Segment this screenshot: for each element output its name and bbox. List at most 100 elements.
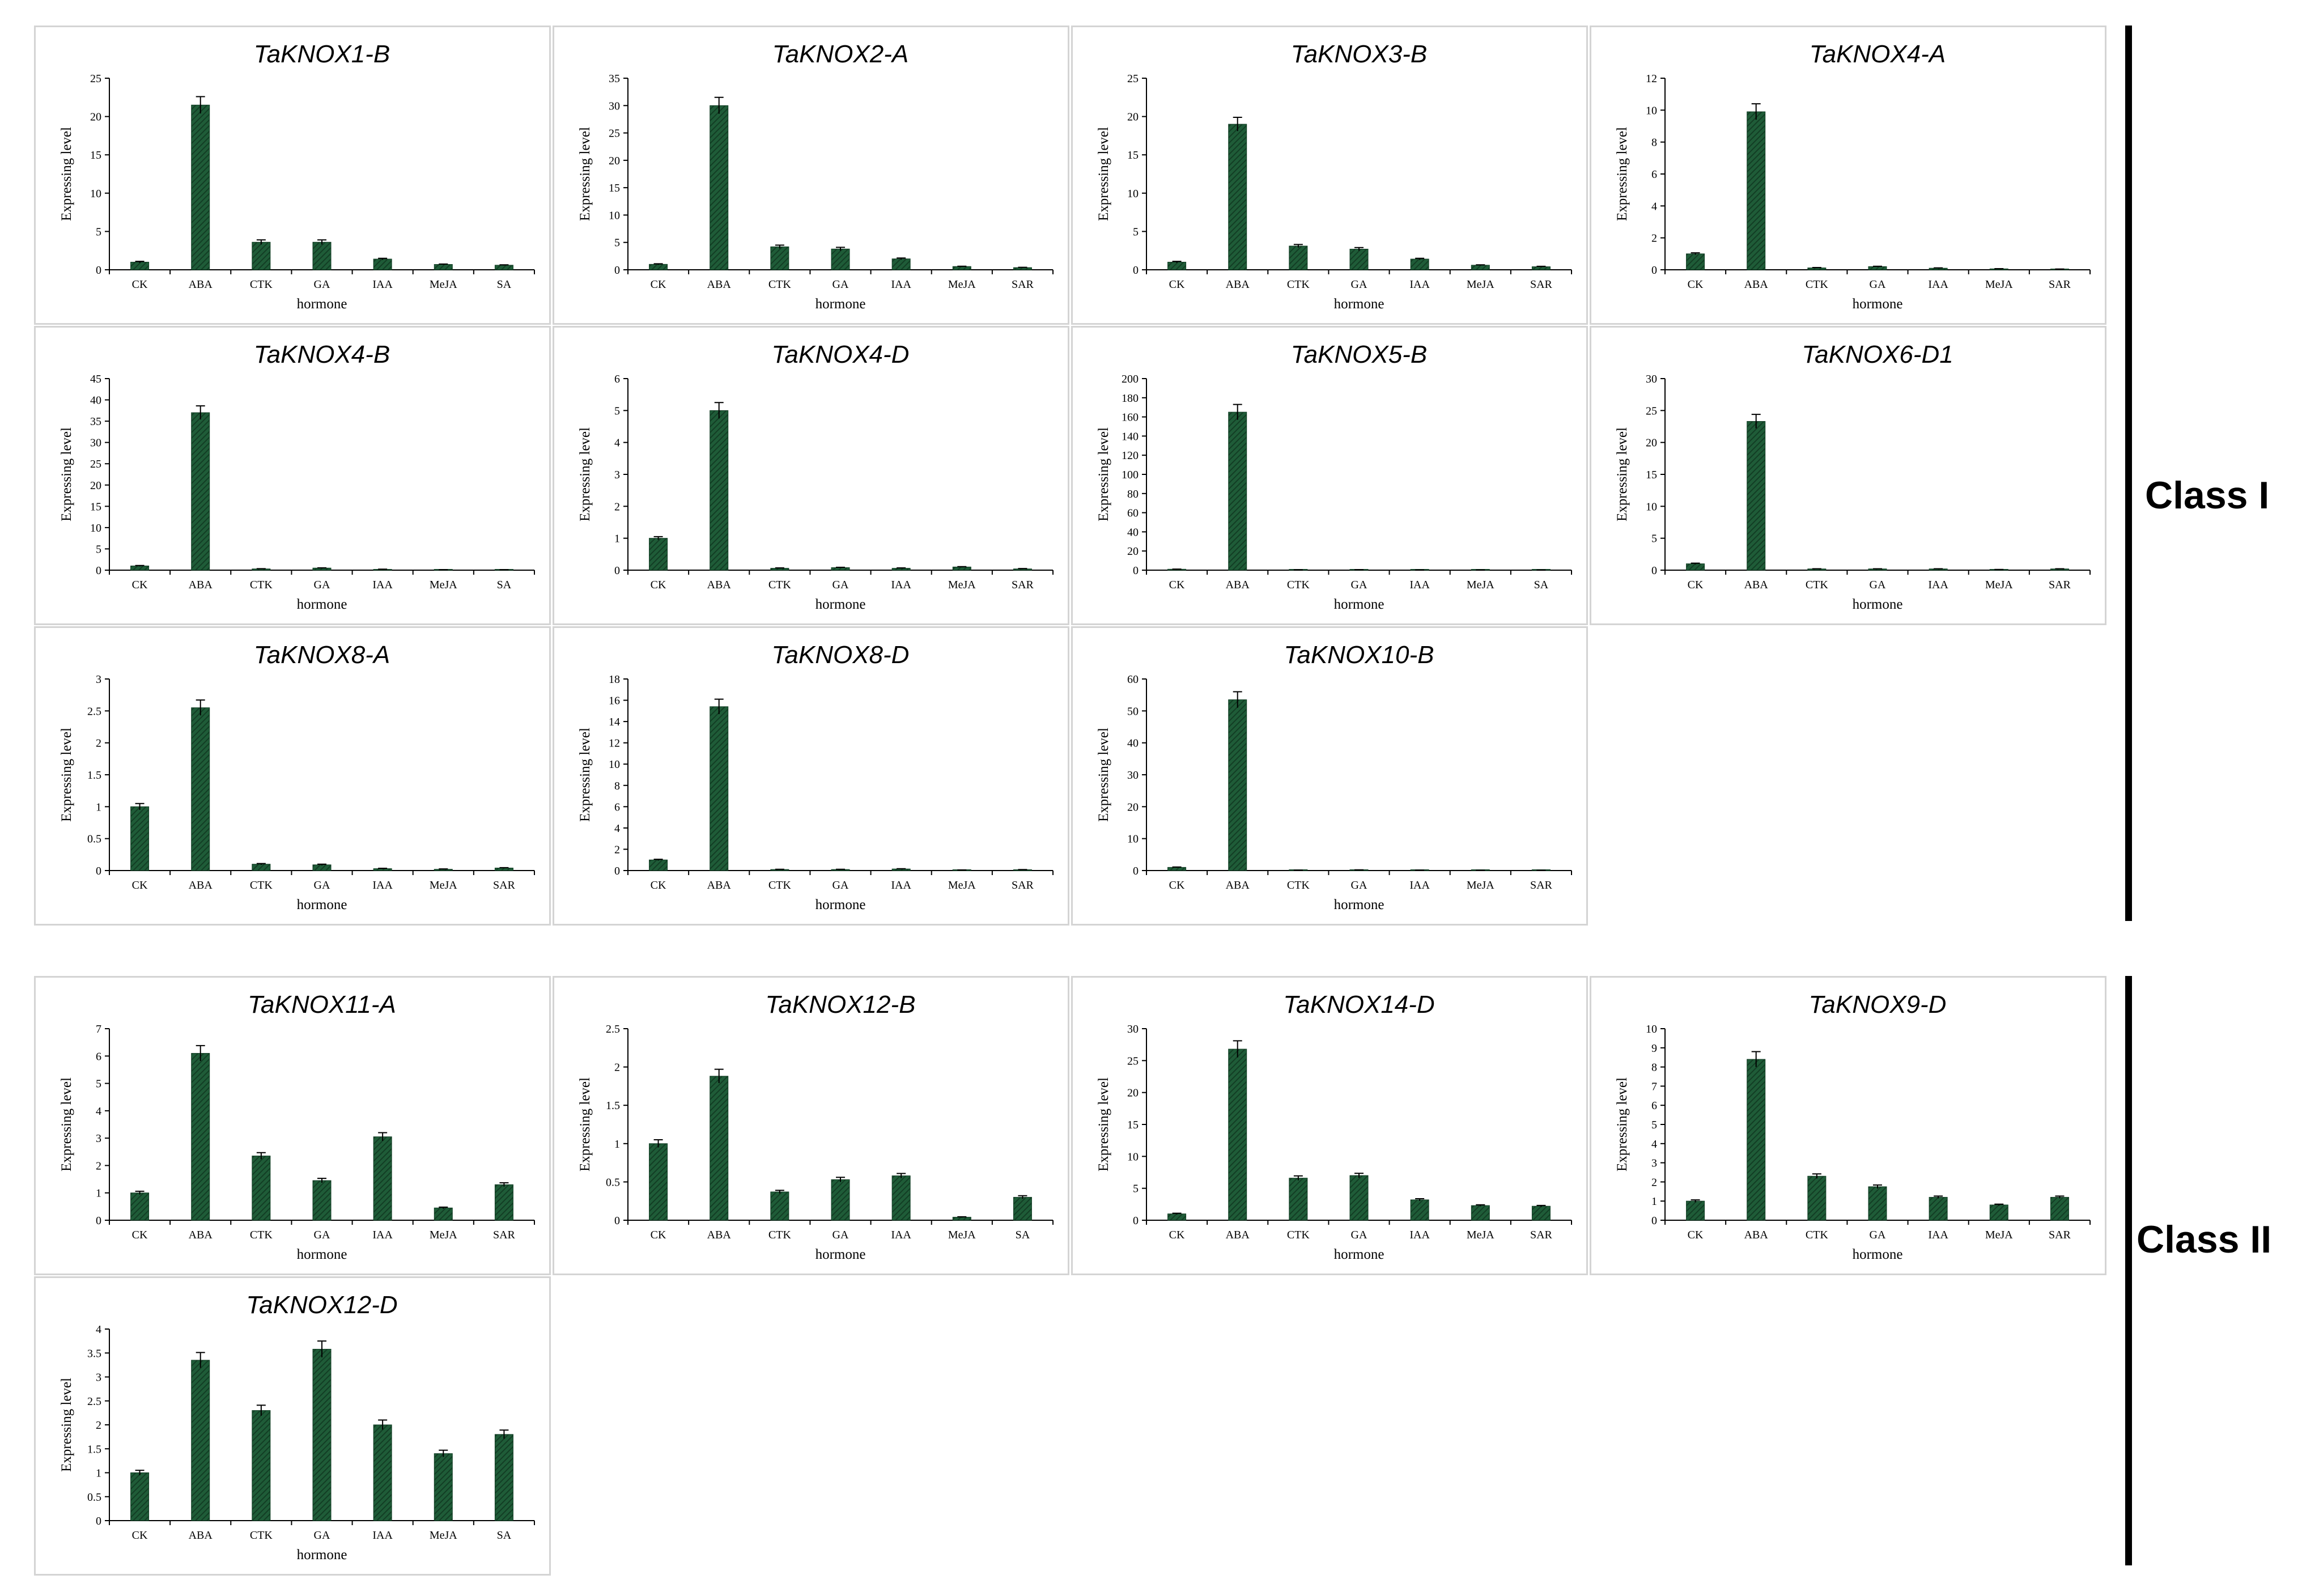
x-tick-label: SAR bbox=[1012, 579, 1034, 591]
y-tick-label: 25 bbox=[90, 458, 101, 470]
bar bbox=[1471, 1205, 1490, 1221]
bar bbox=[1989, 1204, 2008, 1221]
y-tick-label: 4 bbox=[96, 1323, 101, 1336]
bar bbox=[1471, 265, 1490, 270]
x-axis-label: hormone bbox=[297, 597, 347, 612]
bar bbox=[952, 566, 971, 571]
y-axis-label: Expressing level bbox=[1096, 127, 1111, 221]
x-tick-label: GA bbox=[1351, 278, 1367, 291]
chart-panel: TaKNOX8-A 0 0.5 1 1.5 2 2.5 3 Expressing level CK… bbox=[34, 626, 551, 926]
bar bbox=[1686, 563, 1705, 571]
bar bbox=[1289, 1178, 1308, 1221]
chart-svg: TaKNOX4-B 0 5 10 15 20 25 30 35 40 45 Expressing le… bbox=[59, 341, 535, 612]
y-tick-label: 2 bbox=[614, 843, 620, 856]
bar bbox=[1167, 1213, 1187, 1221]
y-tick-label: 10 bbox=[1127, 1151, 1139, 1163]
bar bbox=[649, 264, 668, 270]
x-tick-label: MeJA bbox=[948, 1229, 976, 1241]
bar bbox=[1686, 1200, 1705, 1221]
y-tick-label: 60 bbox=[1127, 507, 1139, 520]
x-tick-label: MeJA bbox=[948, 278, 976, 291]
y-tick-label: 25 bbox=[90, 73, 101, 85]
bar bbox=[1228, 1049, 1247, 1221]
y-tick-label: 15 bbox=[1646, 469, 1657, 481]
bar bbox=[252, 864, 271, 871]
y-tick-label: 5 bbox=[96, 543, 101, 555]
chart-svg: TaKNOX11-A 0 1 2 3 4 5 6 7 Expressing level CK ABA C… bbox=[59, 991, 535, 1262]
bar bbox=[770, 246, 789, 270]
y-tick-label: 30 bbox=[1127, 769, 1139, 782]
chart-svg: TaKNOX6-D1 0 5 10 15 20 25 30 Expressing level CK… bbox=[1615, 341, 2091, 612]
chart-title: TaKNOX12-B bbox=[766, 991, 916, 1018]
y-tick-label: 10 bbox=[1646, 104, 1657, 117]
bar bbox=[1531, 266, 1551, 270]
class2-bracket bbox=[2125, 976, 2132, 1565]
y-tick-label: 3 bbox=[1651, 1157, 1657, 1170]
x-tick-label: CK bbox=[651, 278, 666, 291]
bar bbox=[373, 1424, 392, 1521]
y-tick-label: 2 bbox=[614, 500, 620, 513]
x-tick-label: GA bbox=[833, 879, 849, 892]
x-tick-label: MeJA bbox=[1985, 278, 2013, 291]
class1-label: Class I bbox=[2145, 474, 2270, 517]
y-tick-label: 25 bbox=[1127, 1055, 1139, 1067]
x-tick-label: ABA bbox=[707, 579, 732, 591]
y-tick-label: 0 bbox=[1133, 865, 1139, 877]
bar bbox=[1167, 867, 1187, 871]
y-tick-label: 80 bbox=[1127, 488, 1139, 500]
x-tick-label: GA bbox=[314, 1529, 330, 1542]
bar bbox=[649, 859, 668, 871]
x-tick-label: IAA bbox=[891, 278, 911, 291]
x-tick-label: CK bbox=[1688, 278, 1704, 291]
bar bbox=[1747, 421, 1766, 571]
x-tick-label: CTK bbox=[768, 579, 792, 591]
x-tick-label: SAR bbox=[1012, 879, 1034, 892]
chart-panel: TaKNOX10-B 0 10 20 30 40 50 60 Expressing level C… bbox=[1071, 626, 1588, 926]
bar bbox=[891, 258, 911, 270]
y-axis-label: Expressing level bbox=[59, 1077, 74, 1171]
y-tick-label: 1 bbox=[614, 533, 620, 545]
bar bbox=[1929, 1196, 1948, 1221]
y-tick-label: 25 bbox=[609, 128, 620, 140]
y-tick-label: 4 bbox=[1651, 200, 1657, 213]
y-tick-label: 16 bbox=[609, 695, 620, 707]
x-tick-label: CK bbox=[651, 879, 666, 892]
x-tick-label: CK bbox=[1169, 879, 1185, 892]
y-axis-label: Expressing level bbox=[1096, 728, 1111, 822]
y-tick-label: 140 bbox=[1122, 430, 1139, 443]
bar bbox=[191, 1360, 210, 1521]
x-tick-label: IAA bbox=[372, 579, 393, 591]
chart-svg: TaKNOX14-D 0 5 10 15 20 25 30 Expressing level CK… bbox=[1096, 991, 1572, 1262]
bar bbox=[1868, 1186, 1887, 1221]
chart-panel: TaKNOX11-A 0 1 2 3 4 5 6 7 Expressing level CK ABA C… bbox=[34, 976, 551, 1275]
y-tick-label: 0 bbox=[614, 865, 620, 877]
y-tick-label: 2 bbox=[1651, 232, 1657, 245]
bar bbox=[1228, 124, 1247, 270]
y-tick-label: 40 bbox=[1127, 737, 1139, 750]
chart-panel: TaKNOX6-D1 0 5 10 15 20 25 30 Expressing level CK… bbox=[1590, 326, 2106, 625]
bar bbox=[434, 1207, 453, 1221]
x-tick-label: CK bbox=[132, 1529, 148, 1542]
x-tick-label: MeJA bbox=[430, 879, 457, 892]
bar bbox=[710, 1076, 729, 1221]
y-tick-label: 1.5 bbox=[606, 1100, 620, 1112]
x-tick-label: GA bbox=[833, 579, 849, 591]
chart-title: TaKNOX11-A bbox=[248, 991, 396, 1018]
x-tick-label: GA bbox=[833, 278, 849, 291]
y-tick-label: 10 bbox=[609, 758, 620, 771]
y-tick-label: 3 bbox=[96, 1132, 101, 1145]
bar bbox=[1410, 1199, 1429, 1221]
x-tick-label: ABA bbox=[1226, 1229, 1250, 1241]
x-tick-label: ABA bbox=[189, 1529, 213, 1542]
x-tick-label: GA bbox=[1870, 278, 1886, 291]
y-tick-label: 5 bbox=[614, 405, 620, 417]
x-tick-label: CTK bbox=[1287, 278, 1310, 291]
y-tick-label: 12 bbox=[1646, 73, 1657, 85]
y-tick-label: 20 bbox=[1127, 111, 1139, 124]
x-tick-label: CK bbox=[651, 1229, 666, 1241]
x-tick-label: MeJA bbox=[430, 579, 457, 591]
bar bbox=[312, 241, 332, 270]
chart-svg: TaKNOX12-B 0 0.5 1 1.5 2 2.5 Expressing level CK… bbox=[577, 991, 1054, 1262]
y-tick-label: 1 bbox=[96, 1187, 101, 1200]
y-tick-label: 25 bbox=[1127, 73, 1139, 85]
